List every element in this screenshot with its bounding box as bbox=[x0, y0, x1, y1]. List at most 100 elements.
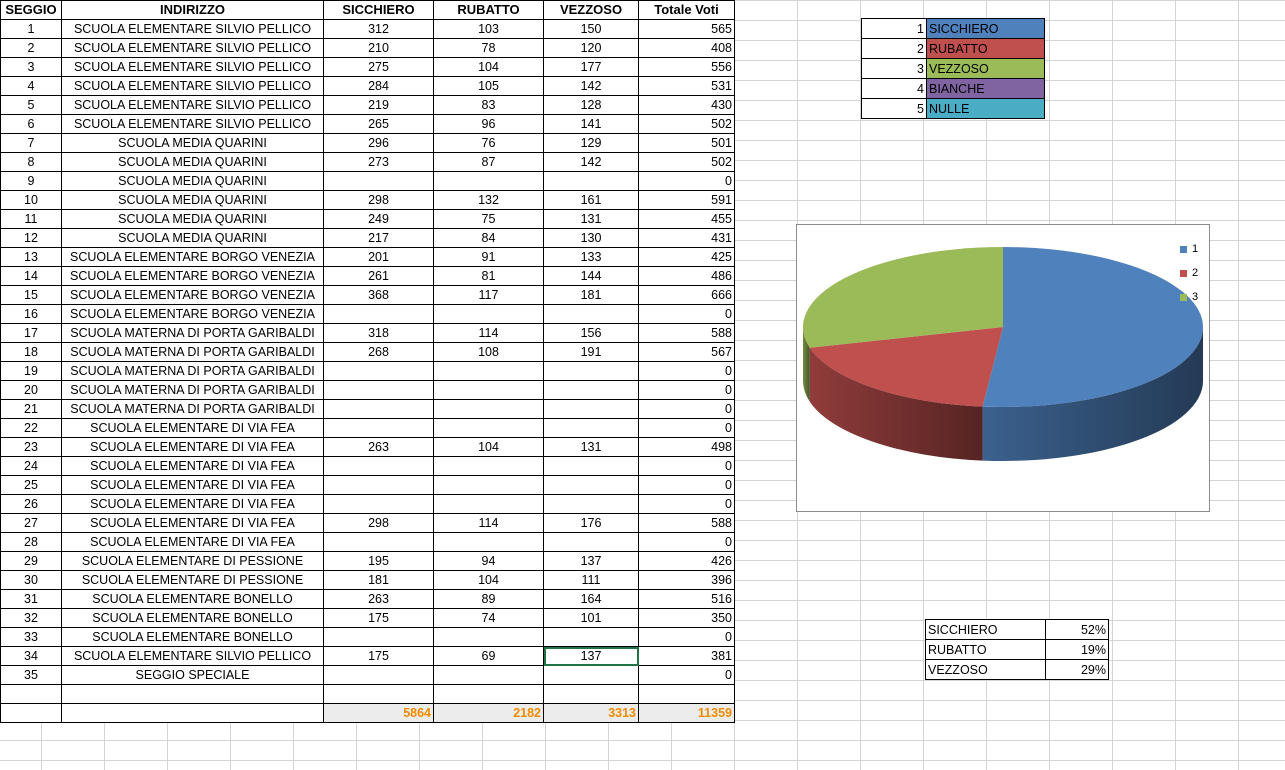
cell-indirizzo[interactable]: SCUOLA ELEMENTARE SILVIO PELLICO bbox=[61, 38, 324, 58]
cell-totale[interactable]: 0 bbox=[638, 380, 735, 400]
cell-seggio[interactable]: 22 bbox=[0, 418, 62, 438]
cell-totale[interactable]: 486 bbox=[638, 266, 735, 286]
cell-totale[interactable]: 396 bbox=[638, 570, 735, 590]
cell-indirizzo[interactable]: SCUOLA MEDIA QUARINI bbox=[61, 171, 324, 191]
cell-totale[interactable]: 350 bbox=[638, 608, 735, 628]
cell-indirizzo[interactable]: SCUOLA ELEMENTARE BONELLO bbox=[61, 608, 324, 628]
cell-sicchiero[interactable]: 175 bbox=[323, 646, 434, 666]
legend-candidate-name[interactable]: RUBATTO bbox=[926, 38, 1045, 59]
total-sicchiero[interactable]: 5864 bbox=[323, 703, 434, 723]
cell-totale[interactable]: 516 bbox=[638, 589, 735, 609]
header-indirizzo[interactable]: INDIRIZZO bbox=[61, 0, 324, 20]
cell-sicchiero[interactable] bbox=[323, 399, 434, 419]
cell-totale[interactable]: 0 bbox=[638, 532, 735, 552]
cell-sicchiero[interactable]: 265 bbox=[323, 114, 434, 134]
cell-rubatto[interactable]: 108 bbox=[433, 342, 544, 362]
cell-seggio[interactable]: 4 bbox=[0, 76, 62, 96]
header-sicchiero[interactable]: SICCHIERO bbox=[323, 0, 434, 20]
cell-seggio[interactable]: 16 bbox=[0, 304, 62, 324]
cell-seggio[interactable]: 5 bbox=[0, 95, 62, 115]
cell-vezzoso[interactable] bbox=[543, 494, 639, 514]
cell-seggio[interactable]: 9 bbox=[0, 171, 62, 191]
cell-rubatto[interactable]: 114 bbox=[433, 323, 544, 343]
empty-cell[interactable] bbox=[433, 684, 544, 704]
cell-vezzoso[interactable]: 191 bbox=[543, 342, 639, 362]
cell-sicchiero[interactable] bbox=[323, 532, 434, 552]
cell-rubatto[interactable]: 96 bbox=[433, 114, 544, 134]
cell-sicchiero[interactable]: 298 bbox=[323, 513, 434, 533]
legend-candidate-name[interactable]: SICCHIERO bbox=[926, 18, 1045, 39]
header-totale[interactable]: Totale Voti bbox=[638, 0, 735, 20]
legend-number[interactable]: 5 bbox=[861, 98, 927, 119]
cell-indirizzo[interactable]: SCUOLA MATERNA DI PORTA GARIBALDI bbox=[61, 399, 324, 419]
cell-rubatto[interactable]: 75 bbox=[433, 209, 544, 229]
pie-slice-1[interactable] bbox=[982, 247, 1203, 407]
cell-indirizzo[interactable]: SCUOLA ELEMENTARE BORGO VENEZIA bbox=[61, 285, 324, 305]
cell-seggio[interactable]: 12 bbox=[0, 228, 62, 248]
cell-vezzoso[interactable] bbox=[543, 399, 639, 419]
cell-seggio[interactable]: 33 bbox=[0, 627, 62, 647]
cell-indirizzo[interactable]: SCUOLA ELEMENTARE SILVIO PELLICO bbox=[61, 95, 324, 115]
cell-totale[interactable]: 588 bbox=[638, 323, 735, 343]
cell-seggio[interactable]: 30 bbox=[0, 570, 62, 590]
cell-seggio[interactable]: 35 bbox=[0, 665, 62, 685]
cell-indirizzo[interactable]: SCUOLA ELEMENTARE DI VIA FEA bbox=[61, 494, 324, 514]
cell-sicchiero[interactable]: 201 bbox=[323, 247, 434, 267]
cell-vezzoso[interactable] bbox=[543, 475, 639, 495]
cell-seggio[interactable]: 1 bbox=[0, 19, 62, 39]
cell-indirizzo[interactable]: SCUOLA MEDIA QUARINI bbox=[61, 209, 324, 229]
cell-vezzoso[interactable]: 150 bbox=[543, 19, 639, 39]
cell-seggio[interactable]: 19 bbox=[0, 361, 62, 381]
cell-rubatto[interactable]: 76 bbox=[433, 133, 544, 153]
cell-rubatto[interactable]: 104 bbox=[433, 437, 544, 457]
cell-seggio[interactable]: 3 bbox=[0, 57, 62, 77]
cell-indirizzo[interactable]: SCUOLA ELEMENTARE SILVIO PELLICO bbox=[61, 19, 324, 39]
cell-indirizzo[interactable]: SCUOLA MATERNA DI PORTA GARIBALDI bbox=[61, 342, 324, 362]
cell-rubatto[interactable]: 78 bbox=[433, 38, 544, 58]
cell-totale[interactable]: 567 bbox=[638, 342, 735, 362]
cell-seggio[interactable]: 11 bbox=[0, 209, 62, 229]
legend-number[interactable]: 1 bbox=[861, 18, 927, 39]
cell-seggio[interactable]: 17 bbox=[0, 323, 62, 343]
cell-totale[interactable]: 0 bbox=[638, 494, 735, 514]
cell-totale[interactable]: 591 bbox=[638, 190, 735, 210]
cell-totale[interactable]: 0 bbox=[638, 304, 735, 324]
cell-indirizzo[interactable]: SCUOLA MATERNA DI PORTA GARIBALDI bbox=[61, 380, 324, 400]
cell-vezzoso[interactable]: 131 bbox=[543, 209, 639, 229]
cell-indirizzo[interactable]: SCUOLA MEDIA QUARINI bbox=[61, 228, 324, 248]
cell-seggio[interactable]: 6 bbox=[0, 114, 62, 134]
cell-vezzoso[interactable] bbox=[543, 665, 639, 685]
cell-rubatto[interactable]: 69 bbox=[433, 646, 544, 666]
cell-rubatto[interactable]: 117 bbox=[433, 285, 544, 305]
cell-totale[interactable]: 502 bbox=[638, 152, 735, 172]
cell-sicchiero[interactable]: 298 bbox=[323, 190, 434, 210]
percentage-name[interactable]: VEZZOSO bbox=[925, 659, 1046, 680]
cell-sicchiero[interactable] bbox=[323, 304, 434, 324]
cell-vezzoso[interactable] bbox=[543, 304, 639, 324]
cell-sicchiero[interactable]: 318 bbox=[323, 323, 434, 343]
cell-rubatto[interactable] bbox=[433, 627, 544, 647]
cell-indirizzo[interactable]: SCUOLA ELEMENTARE BORGO VENEZIA bbox=[61, 247, 324, 267]
cell-rubatto[interactable] bbox=[433, 494, 544, 514]
cell-vezzoso[interactable]: 176 bbox=[543, 513, 639, 533]
cell-sicchiero[interactable]: 368 bbox=[323, 285, 434, 305]
cell-rubatto[interactable] bbox=[433, 532, 544, 552]
legend-candidate-name[interactable]: VEZZOSO bbox=[926, 58, 1045, 79]
cell-rubatto[interactable]: 94 bbox=[433, 551, 544, 571]
cell-sicchiero[interactable] bbox=[323, 418, 434, 438]
cell-rubatto[interactable] bbox=[433, 171, 544, 191]
cell-vezzoso[interactable]: 177 bbox=[543, 57, 639, 77]
cell-indirizzo[interactable]: SCUOLA ELEMENTARE DI VIA FEA bbox=[61, 456, 324, 476]
cell-indirizzo[interactable]: SCUOLA ELEMENTARE DI VIA FEA bbox=[61, 513, 324, 533]
cell-sicchiero[interactable] bbox=[323, 361, 434, 381]
cell-sicchiero[interactable] bbox=[323, 380, 434, 400]
legend-number[interactable]: 2 bbox=[861, 38, 927, 59]
cell-rubatto[interactable]: 89 bbox=[433, 589, 544, 609]
cell-vezzoso[interactable]: 161 bbox=[543, 190, 639, 210]
cell-indirizzo[interactable]: SCUOLA ELEMENTARE DI VIA FEA bbox=[61, 437, 324, 457]
cell-indirizzo[interactable]: SCUOLA ELEMENTARE BONELLO bbox=[61, 589, 324, 609]
empty-cell[interactable] bbox=[0, 684, 62, 704]
cell-sicchiero[interactable] bbox=[323, 665, 434, 685]
cell-sicchiero[interactable] bbox=[323, 494, 434, 514]
cell-rubatto[interactable]: 105 bbox=[433, 76, 544, 96]
